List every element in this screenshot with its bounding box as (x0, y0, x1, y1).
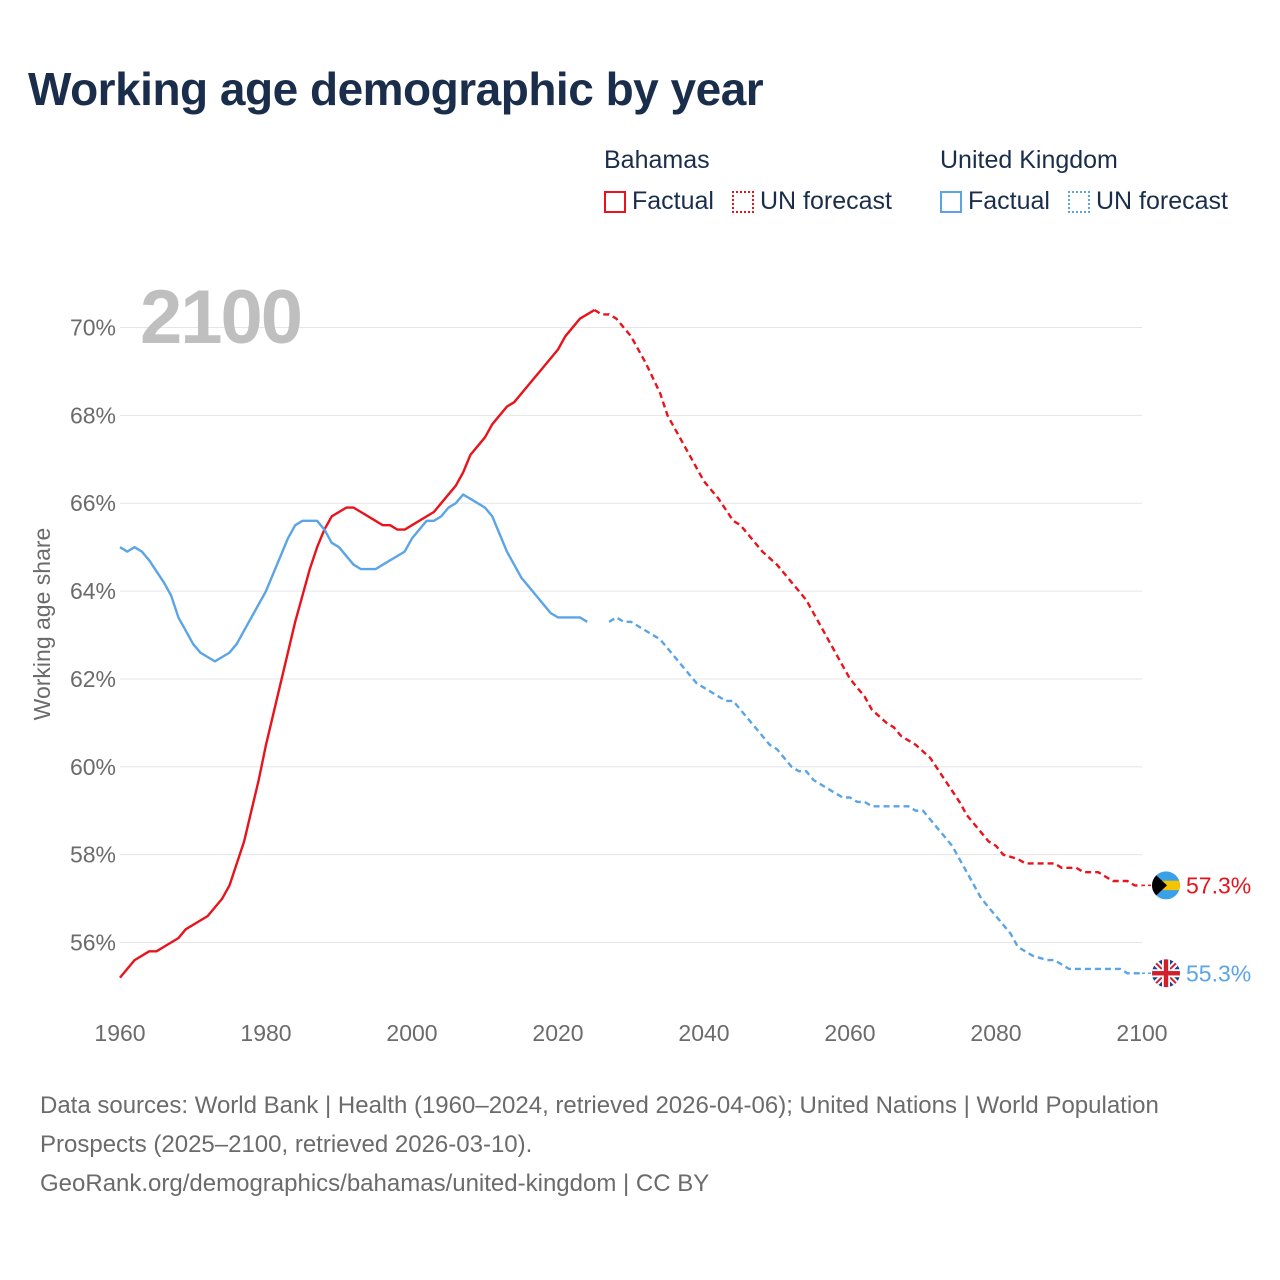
x-tick-label: 2020 (532, 1020, 583, 1046)
x-tick-label: 2060 (824, 1020, 875, 1046)
legend-label: UN forecast (1095, 187, 1228, 215)
legend-bahamas: Bahamas Factual UN forecast (604, 146, 910, 216)
series-line-bahamas-factual (119, 308, 596, 979)
x-tick-label: 2080 (970, 1020, 1021, 1046)
series-lines (119, 308, 1152, 979)
legend-item-bahamas-forecast[interactable]: UN forecast (731, 187, 892, 216)
bahamas-flag-icon (1152, 871, 1180, 900)
legend-item-bahamas-factual[interactable]: Factual (604, 187, 714, 216)
y-tick-label: 56% (70, 930, 116, 956)
uk-flag-icon (1152, 959, 1180, 988)
x-tick-label: 1960 (94, 1020, 145, 1046)
x-tick-label: 2100 (1116, 1020, 1167, 1046)
y-tick-label: 60% (70, 754, 116, 780)
y-tick-label: 70% (70, 315, 116, 341)
legend-swatch-dotted (731, 190, 754, 213)
legend-label: Factual (632, 187, 714, 215)
end-label-bahamas: 57.3% (1186, 872, 1251, 898)
legend-united-kingdom: United Kingdom Factual UN forecast (940, 146, 1246, 216)
y-tick-label: 58% (70, 842, 116, 868)
y-tick-label: 66% (70, 490, 116, 516)
y-tick-label: 62% (70, 666, 116, 692)
y-axis-label: Working age share (29, 528, 55, 721)
chart-title: Working age demographic by year (28, 63, 764, 115)
gridlines (120, 327, 1142, 944)
x-axis-ticks: 1960 1980 2000 2020 2040 2060 2080 2100 (94, 1020, 1167, 1046)
y-tick-label: 68% (70, 402, 116, 428)
x-tick-label: 2040 (678, 1020, 729, 1046)
x-tick-label: 1980 (240, 1020, 291, 1046)
legend-swatch-solid (604, 190, 626, 213)
year-watermark: 2100 (140, 275, 301, 360)
legend-country-uk: United Kingdom (940, 146, 1118, 174)
end-label-uk: 55.3% (1186, 960, 1251, 986)
legend-item-uk-forecast[interactable]: UN forecast (1067, 187, 1228, 216)
legend-swatch-dotted (1067, 190, 1090, 213)
line-chart: 2100 Working age share 56% 58% 60% 62% 64% 66… (29, 275, 1251, 1046)
legend-label: Factual (968, 187, 1050, 215)
legend-country-bahamas: Bahamas (604, 146, 710, 174)
series-line-uk-factual (119, 493, 588, 663)
end-markers: 57.3% 55.3% (1152, 871, 1251, 988)
sources-text: Data sources: World Bank | Health (1960–… (40, 1092, 1159, 1158)
legend-swatch-solid (940, 190, 962, 213)
legend-item-uk-factual[interactable]: Factual (940, 187, 1050, 216)
series-line-bahamas-forecast (593, 308, 1142, 887)
x-tick-label: 2000 (386, 1020, 437, 1046)
y-tick-label: 64% (70, 578, 116, 604)
sources-link[interactable]: GeoRank.org/demographics/bahamas/united-… (40, 1170, 710, 1197)
data-sources-footer: Data sources: World Bank | Health (1960–… (40, 1086, 1240, 1203)
legend-label: UN forecast (759, 187, 892, 215)
series-line-uk-forecast (608, 616, 1142, 975)
y-axis-ticks: 56% 58% 60% 62% 64% 66% 68% 70% (70, 315, 116, 956)
